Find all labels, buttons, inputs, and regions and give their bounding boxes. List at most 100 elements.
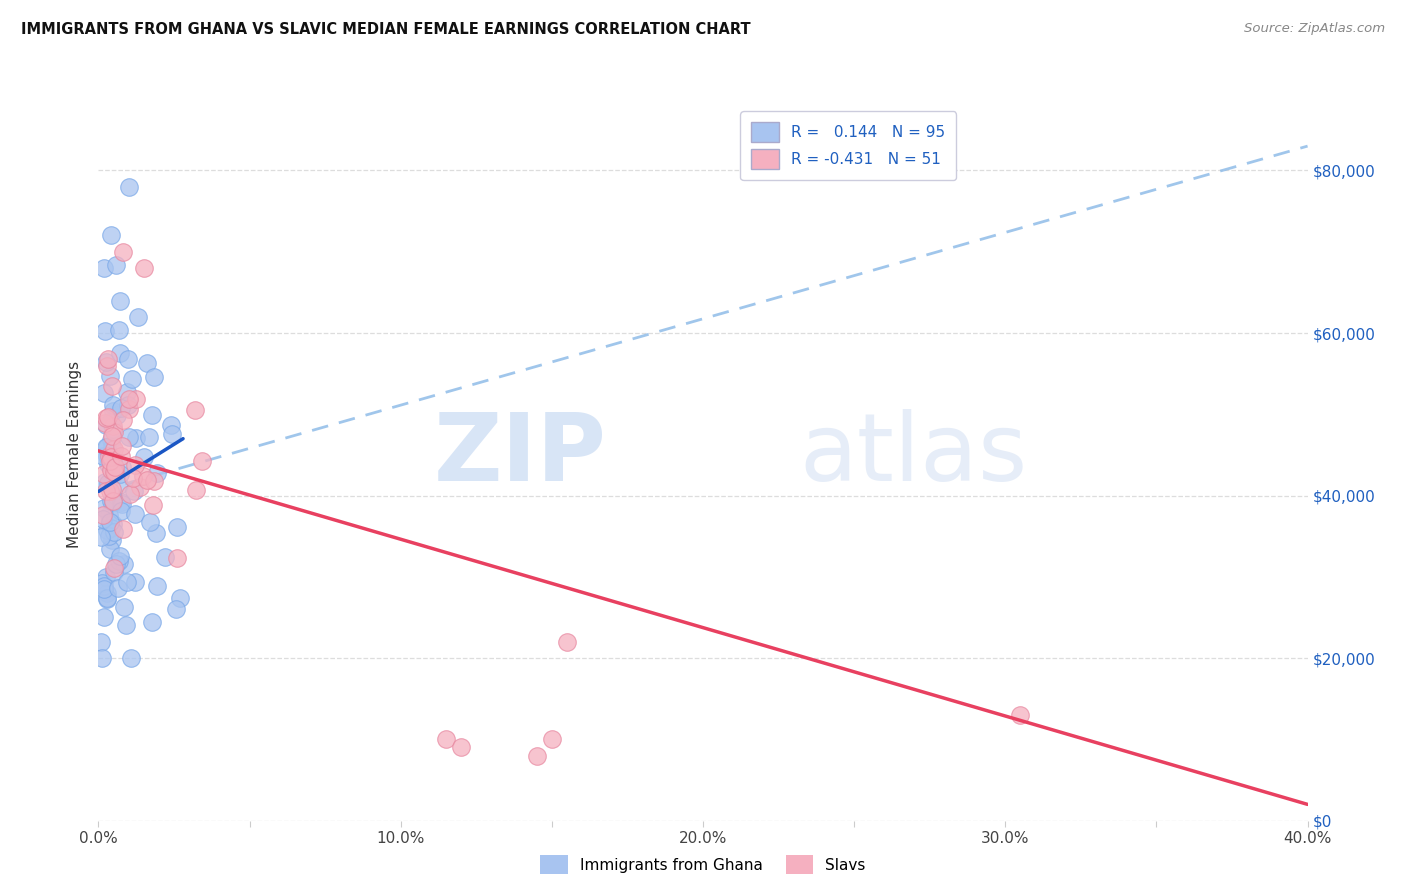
Point <box>94 569 117 583</box>
Point <box>91 449 114 463</box>
Point <box>110 345 132 359</box>
Text: ZIP: ZIP <box>433 409 606 501</box>
Point <box>103 418 125 433</box>
Point <box>103 560 125 574</box>
Point <box>98 454 121 468</box>
Point <box>146 466 169 480</box>
Point <box>160 417 183 432</box>
Point <box>184 403 207 417</box>
Point <box>98 415 121 429</box>
Point <box>118 401 141 416</box>
Point <box>110 495 132 509</box>
Point <box>136 356 159 370</box>
Point <box>93 610 115 624</box>
Point <box>111 413 134 427</box>
Point <box>97 457 120 471</box>
Point <box>111 460 134 475</box>
Point <box>124 431 146 445</box>
Point <box>104 465 127 479</box>
Point <box>93 582 115 596</box>
Text: IMMIGRANTS FROM GHANA VS SLAVIC MEDIAN FEMALE EARNINGS CORRELATION CHART: IMMIGRANTS FROM GHANA VS SLAVIC MEDIAN F… <box>21 22 751 37</box>
Point <box>101 494 124 508</box>
Point <box>110 401 132 415</box>
Point <box>107 581 129 595</box>
Point <box>97 409 120 424</box>
Point <box>101 440 124 454</box>
Point <box>93 579 115 593</box>
Point <box>101 516 124 531</box>
Point <box>101 379 124 393</box>
Point <box>1010 708 1032 723</box>
Point <box>96 592 118 607</box>
Point <box>101 398 124 412</box>
Point <box>122 484 145 499</box>
Point <box>101 422 124 436</box>
Point <box>91 651 114 665</box>
Point <box>93 501 115 516</box>
Point <box>108 467 131 482</box>
Point <box>121 372 143 386</box>
Point <box>100 429 122 443</box>
Point <box>104 557 127 571</box>
Point <box>97 351 120 366</box>
Point <box>93 467 115 481</box>
Point <box>132 468 155 483</box>
Point <box>540 732 562 747</box>
Point <box>93 260 115 275</box>
Point <box>160 427 183 442</box>
Point <box>117 351 139 366</box>
Point <box>124 392 146 407</box>
Point <box>90 575 112 590</box>
Point <box>118 179 141 194</box>
Text: atlas: atlas <box>800 409 1028 501</box>
Point <box>98 515 121 529</box>
Point <box>136 473 159 487</box>
Point <box>115 618 138 632</box>
Point <box>94 418 117 433</box>
Point <box>169 591 191 605</box>
Point <box>90 530 112 544</box>
Point <box>105 408 128 422</box>
Point <box>101 455 124 469</box>
Point <box>132 260 155 275</box>
Point <box>118 392 141 406</box>
Point <box>118 430 141 444</box>
Legend: R =   0.144   N = 95, R = -0.431   N = 51: R = 0.144 N = 95, R = -0.431 N = 51 <box>741 112 956 180</box>
Point <box>101 495 124 509</box>
Point <box>112 600 135 615</box>
Point <box>94 417 117 431</box>
Point <box>111 439 134 453</box>
Point <box>111 522 134 536</box>
Point <box>120 487 142 501</box>
Point <box>94 475 117 489</box>
Point <box>96 355 118 369</box>
Point <box>117 398 139 412</box>
Point <box>98 449 121 463</box>
Point <box>146 579 169 593</box>
Point <box>103 565 125 579</box>
Point <box>93 386 115 401</box>
Point <box>141 408 163 422</box>
Text: Source: ZipAtlas.com: Source: ZipAtlas.com <box>1244 22 1385 36</box>
Point <box>98 368 121 383</box>
Point <box>107 554 129 568</box>
Point <box>91 512 114 526</box>
Point <box>101 482 124 496</box>
Point <box>145 525 167 540</box>
Point <box>108 293 131 308</box>
Point <box>434 732 457 747</box>
Point <box>94 440 117 454</box>
Point <box>96 586 118 600</box>
Point <box>132 450 155 465</box>
Point <box>97 529 120 543</box>
Point <box>108 323 131 337</box>
Point <box>124 507 146 521</box>
Point <box>94 483 117 498</box>
Point <box>96 591 118 605</box>
Legend: Immigrants from Ghana, Slavs: Immigrants from Ghana, Slavs <box>534 849 872 880</box>
Point <box>141 615 163 629</box>
Point <box>100 463 122 477</box>
Point <box>96 359 118 373</box>
Point <box>184 483 207 497</box>
Point <box>96 449 118 463</box>
